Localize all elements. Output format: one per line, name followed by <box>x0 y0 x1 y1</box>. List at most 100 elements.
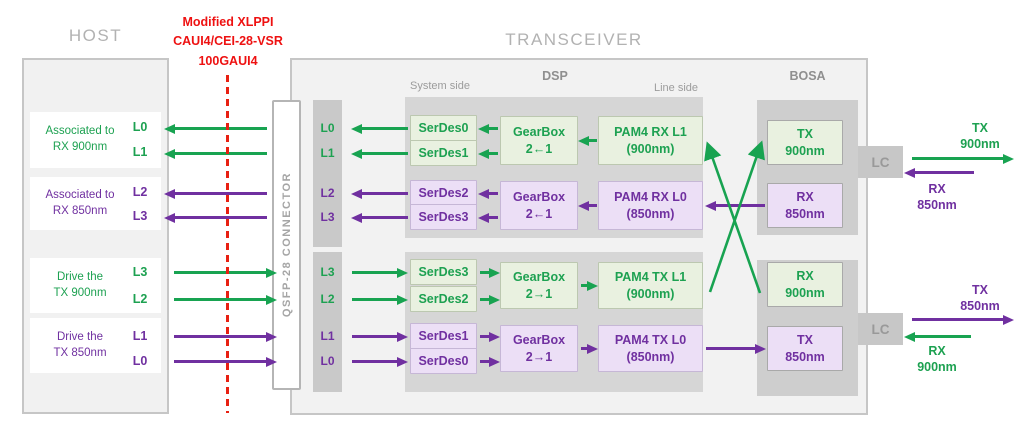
host-row-rx850: Associated to RX 850nm L2 L3 <box>30 177 161 230</box>
interface-boundary-line <box>226 75 229 413</box>
host-row-tx900: Drive the TX 900nm L3 L2 <box>30 258 161 313</box>
host-lane-l1b: L1 <box>132 329 148 343</box>
fiber-tx-850-label: TX 850nm <box>960 283 1000 314</box>
bosa-tx-850-block: TX 850nm <box>767 326 843 371</box>
bosa-rx-850-block: RX 850nm <box>767 183 843 228</box>
arrow-rx-l0-to-host <box>174 127 267 130</box>
serdes2-rx-block: SerDes2 <box>410 180 477 206</box>
arrow-serdes2-to-gb <box>480 298 490 301</box>
arrow-bus-to-serdes2 <box>352 298 398 301</box>
serdes1-rx-block: SerDes1 <box>410 140 477 166</box>
arrow-rx900-to-pam4rxl1 <box>704 141 762 294</box>
arrow-serdes1-to-bus <box>361 152 408 155</box>
serdes3-rx-block: SerDes3 <box>410 204 477 230</box>
interface-line-3: 100GAUI4 <box>198 53 258 68</box>
host-title: HOST <box>68 26 123 45</box>
pam4-rx-l0-block: PAM4 RX L0 (850nm) <box>598 181 703 230</box>
bus-lane-l2b: L2 <box>320 292 335 306</box>
arrow-gb-to-pam4txl0 <box>581 347 588 350</box>
lc-receptacle-top: LC <box>858 146 903 178</box>
arrow-rx-l3-to-host <box>174 216 267 219</box>
bus-lane-l1: L1 <box>320 146 335 160</box>
arrow-serdes3-to-gb <box>480 271 490 274</box>
arrow-tx-l3-to-module <box>174 271 267 274</box>
fiber-tx-900-label: TX 900nm <box>960 121 1000 152</box>
host-lane-l3: L3 <box>132 209 148 223</box>
host-lane-l3b: L3 <box>132 265 148 279</box>
host-row-rx850-label: Associated to RX 850nm <box>45 188 115 217</box>
fiber-arrow-rx-900 <box>914 335 971 338</box>
fiber-arrow-tx-850 <box>912 318 1004 321</box>
bus-lane-l2: L2 <box>320 186 335 200</box>
dsp-label: DSP <box>542 69 568 83</box>
bosa-rx-900-block: RX 900nm <box>767 262 843 307</box>
fiber-arrow-tx-900 <box>912 157 1004 160</box>
transceiver-title: TRANSCEIVER <box>505 30 643 49</box>
arrow-gb-to-serdes2 <box>488 192 498 195</box>
arrow-pam4txl1-to-tx900 <box>708 140 765 293</box>
bosa-tx-900-block: TX 900nm <box>767 120 843 165</box>
host-row-tx850-label: Drive the TX 850nm <box>53 330 107 359</box>
bus-lane-l1b: L1 <box>320 329 335 343</box>
arrow-tx-l2-to-module <box>174 298 267 301</box>
bus-lane-l0: L0 <box>320 121 335 135</box>
line-side-label: Line side <box>653 82 699 94</box>
arrow-bus-to-serdes3 <box>352 271 398 274</box>
host-lane-l0: L0 <box>132 120 148 134</box>
arrow-pam4rxl1-to-gb <box>588 139 597 142</box>
bus-lane-l3: L3 <box>320 210 335 224</box>
gearbox-tx-900-block: GearBox 2→1 <box>500 262 578 309</box>
interface-line-2: CAUI4/CEI-28-VSR <box>173 34 283 49</box>
qsfp28-connector-label: QSFP-28 CONNECTOR <box>280 172 293 318</box>
host-row-rx900: Associated to RX 900nm L0 L1 <box>30 112 161 168</box>
arrow-pam4txl0-to-tx850 <box>706 347 756 350</box>
arrow-bus-to-serdes0 <box>352 360 398 363</box>
serdes0-rx-block: SerDes0 <box>410 115 477 141</box>
arrow-rx-l1-to-host <box>174 152 267 155</box>
interface-line-1: Modified XLPPI <box>182 15 274 29</box>
arrow-serdes1-to-gb <box>480 335 490 338</box>
host-lane-l0b: L0 <box>132 354 148 368</box>
gearbox-tx-850-block: GearBox 2→1 <box>500 325 578 372</box>
arrow-serdes3-to-bus <box>361 216 408 219</box>
pam4-tx-l1-block: PAM4 TX L1 (900nm) <box>598 262 703 309</box>
host-row-tx900-label: Drive the TX 900nm <box>53 270 107 299</box>
arrow-tx-l0-to-module <box>174 360 267 363</box>
host-lane-l2b: L2 <box>132 292 148 306</box>
bosa-label: BOSA <box>789 69 826 83</box>
arrow-serdes2-to-bus <box>361 192 408 195</box>
lane-bus-bottom <box>313 252 342 392</box>
lc-receptacle-bottom: LC <box>858 313 903 345</box>
arrow-serdes0-to-bus <box>361 127 408 130</box>
crossover-900nm-arrows <box>704 140 765 294</box>
arrow-serdes0-to-gb <box>480 360 490 363</box>
bus-lane-l0b: L0 <box>320 354 335 368</box>
host-lane-l2: L2 <box>132 185 148 199</box>
gearbox-rx-900-block: GearBox 2←1 <box>500 116 578 165</box>
interface-standards-label: Modified XLPPI CAUI4/CEI-28-VSR 100GAUI4 <box>155 13 301 71</box>
lane-bus-top <box>313 100 342 247</box>
fiber-rx-900-label: RX 900nm <box>917 344 957 375</box>
gearbox-rx-850-block: GearBox 2←1 <box>500 181 578 230</box>
arrow-tx-l1-to-module <box>174 335 267 338</box>
pam4-tx-l0-block: PAM4 TX L0 (850nm) <box>598 325 703 372</box>
host-row-rx900-label: Associated to RX 900nm <box>45 125 115 153</box>
host-lane-l1: L1 <box>132 145 148 159</box>
bus-lane-l3b: L3 <box>320 265 335 279</box>
system-side-label: System side <box>410 80 470 92</box>
pam4-rx-l1-block: PAM4 RX L1 (900nm) <box>598 116 703 165</box>
arrow-rx-l2-to-host <box>174 192 267 195</box>
serdes2-tx-block: SerDes2 <box>410 286 477 312</box>
host-row-tx850: Drive the TX 850nm L1 L0 <box>30 318 161 373</box>
arrow-pam4rxl0-to-gb <box>588 204 597 207</box>
serdes3-tx-block: SerDes3 <box>410 259 477 285</box>
fiber-arrow-rx-850 <box>914 171 974 174</box>
arrow-gb-to-serdes0 <box>488 127 498 130</box>
serdes0-tx-block: SerDes0 <box>410 348 477 374</box>
qsfp28-connector: QSFP-28 CONNECTOR <box>272 100 301 390</box>
arrow-gb-to-serdes1 <box>488 152 498 155</box>
fiber-rx-850-label: RX 850nm <box>917 182 957 213</box>
arrow-bus-to-serdes1 <box>352 335 398 338</box>
arrow-gb-to-pam4txl1 <box>581 284 588 287</box>
